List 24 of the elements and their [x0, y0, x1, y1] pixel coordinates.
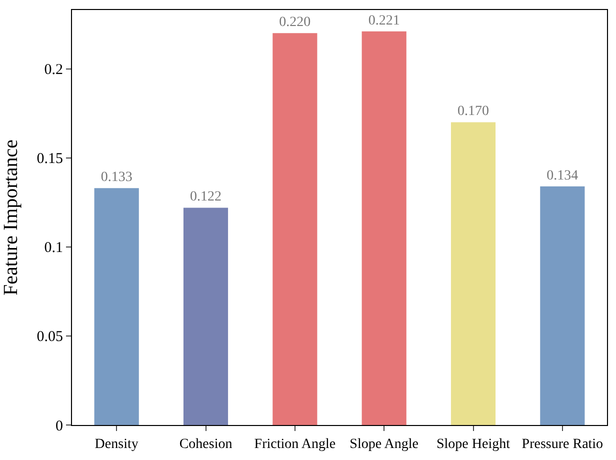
- y-tick-label: 0.2: [44, 62, 63, 78]
- y-tick-label: 0.15: [36, 151, 63, 168]
- bar: [94, 188, 139, 425]
- x-tick-label: Slope Angle: [350, 436, 418, 452]
- bar: [450, 122, 496, 425]
- y-tick-label: 0.1: [44, 240, 63, 256]
- data-label: 0.134: [546, 168, 578, 184]
- y-axis-title: Feature Importance: [0, 139, 22, 296]
- x-tick-label: Density: [94, 436, 138, 452]
- x-tick-label: Cohesion: [179, 436, 232, 452]
- data-label: 0.220: [279, 15, 311, 30]
- bar: [540, 186, 585, 425]
- bar: [362, 31, 406, 425]
- x-tick-label: Friction Angle: [254, 436, 336, 452]
- x-tick-label: Pressure Ratio: [522, 436, 604, 452]
- y-tick-label: 0: [56, 418, 63, 434]
- data-label: 0.170: [458, 104, 489, 120]
- data-label: 0.133: [100, 170, 132, 186]
- data-label: 0.122: [190, 190, 222, 205]
- bar: [272, 33, 318, 425]
- x-tick-label: Slope Height: [436, 436, 510, 452]
- data-label: 0.221: [368, 13, 400, 28]
- bar: [183, 208, 228, 425]
- y-tick-label: 0.05: [36, 329, 63, 346]
